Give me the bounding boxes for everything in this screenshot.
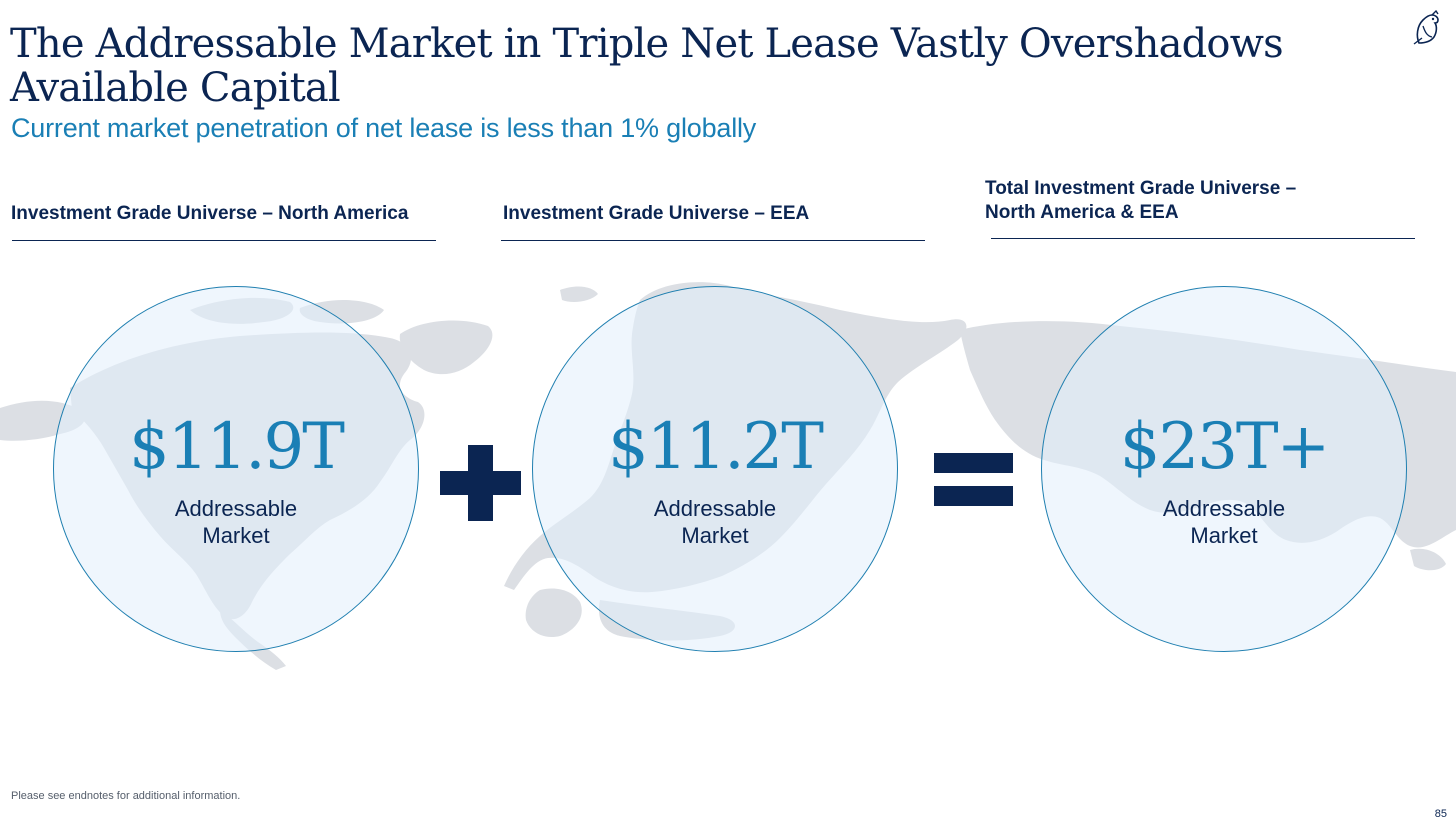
- page-number: 85: [1434, 808, 1447, 820]
- heading-total-line1: Total Investment Grade Universe –: [985, 178, 1297, 199]
- slide-subtitle: Current market penetration of net lease …: [11, 113, 757, 143]
- divider-total: [991, 238, 1415, 239]
- value-north-america: $11.9T: [129, 410, 345, 484]
- label-eea-line2: Market: [681, 523, 749, 548]
- footnote: Please see endnotes for additional infor…: [11, 790, 241, 802]
- heading-total-line2: North America & EEA: [985, 202, 1179, 223]
- label-eea-line1: Addressable: [653, 496, 777, 521]
- label-total: Addressable Market: [1042, 495, 1406, 549]
- heading-total: Total Investment Grade Universe – North …: [985, 177, 1296, 225]
- divider-eea: [501, 240, 925, 241]
- bubble-eea: $11.2T Addressable Market: [532, 286, 898, 652]
- label-north-america: Addressable Market: [54, 495, 418, 549]
- bubble-total: $23T+ Addressable Market: [1041, 286, 1407, 652]
- divider-north-america: [12, 240, 436, 241]
- label-total-line2: Market: [1190, 523, 1258, 548]
- heading-north-america: Investment Grade Universe – North Americ…: [11, 203, 409, 224]
- plus-icon: [440, 445, 521, 521]
- value-total: $23T+: [1119, 410, 1330, 484]
- label-north-america-line1: Addressable: [174, 496, 298, 521]
- equals-icon: [934, 453, 1013, 506]
- heading-eea: Investment Grade Universe – EEA: [503, 203, 810, 224]
- label-north-america-line2: Market: [202, 523, 270, 548]
- bird-logo-icon: [1413, 10, 1439, 45]
- label-total-line1: Addressable: [1162, 496, 1286, 521]
- bubble-north-america: $11.9T Addressable Market: [53, 286, 419, 652]
- label-eea: Addressable Market: [533, 495, 897, 549]
- slide-title: The Addressable Market in Triple Net Lea…: [10, 21, 1284, 111]
- value-eea: $11.2T: [608, 410, 824, 484]
